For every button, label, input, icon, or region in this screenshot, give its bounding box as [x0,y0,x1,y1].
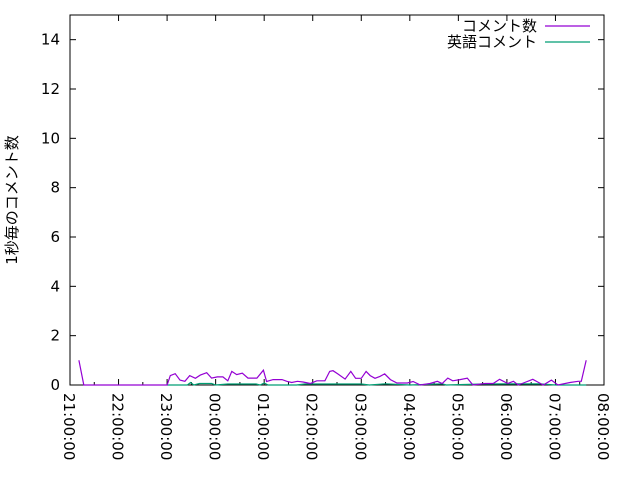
x-tick-label: 08:00:00 [594,393,612,460]
y-tick-label: 14 [41,31,60,49]
x-tick-label: 06:00:00 [497,393,515,460]
x-tick-label: 23:00:00 [157,393,175,460]
y-tick-label: 8 [50,179,60,197]
x-tick-label: 07:00:00 [545,393,563,460]
x-tick-label: 05:00:00 [448,393,466,460]
y-tick-label: 6 [50,228,60,246]
y-tick-label: 0 [50,376,60,394]
x-tick-label: 21:00:00 [60,393,78,460]
axes: 0 2 4 6 8 10 12 14 21:00:00 22:00:00 23:00:00 00:00… [41,14,612,460]
y-tick-label: 2 [50,327,60,345]
x-tick-label: 00:00:00 [206,393,224,460]
y-tick-label: 10 [41,129,60,147]
plot-border [69,14,605,386]
y-axis-label: 1秒毎のコメント数 [3,135,21,265]
series-line [78,360,587,386]
y-tick-label: 12 [41,80,60,98]
series-group [78,360,587,386]
series-line [167,381,587,386]
y-tick-label: 4 [50,277,60,295]
legend-label: 英語コメント [447,33,537,51]
x-tick-label: 22:00:00 [109,393,127,460]
x-tick-label: 04:00:00 [400,393,418,460]
legend-label: コメント数 [462,17,537,35]
x-tick-label: 03:00:00 [351,393,369,460]
x-tick-label: 01:00:00 [254,393,272,460]
x-tick-label: 02:00:00 [303,393,321,460]
